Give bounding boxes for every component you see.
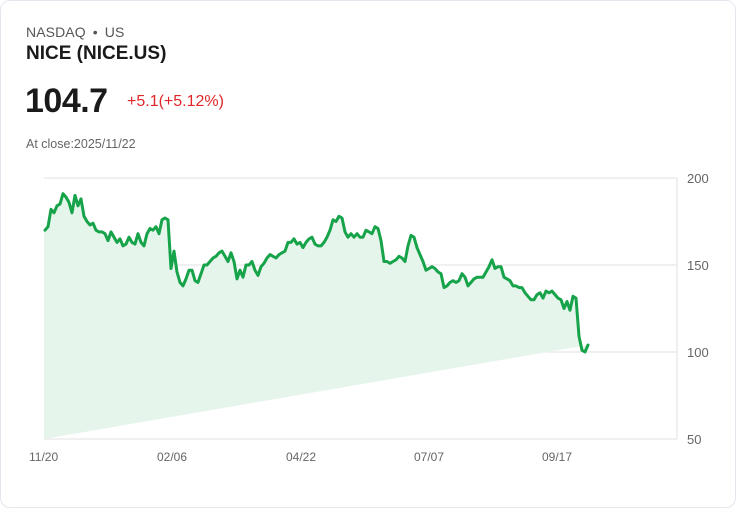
x-tick-label: 02/06	[157, 450, 187, 464]
x-axis-labels: 11/20 02/06 04/22 07/07 09/17	[29, 450, 572, 464]
x-tick-label: 11/20	[29, 450, 58, 464]
chart-price-line	[43, 192, 590, 354]
exchange-name: NASDAQ	[26, 24, 86, 40]
x-tick-label: 07/07	[414, 450, 444, 464]
x-tick-label: 04/22	[286, 450, 316, 464]
current-price: 104.7	[25, 82, 108, 120]
price-change: +5.1(+5.12%)	[127, 93, 224, 110]
y-axis-labels: 200 150 100 50	[687, 171, 709, 447]
y-tick-label: 100	[687, 345, 709, 360]
chart-area-fill	[44, 193, 588, 439]
y-tick-label: 50	[687, 432, 701, 447]
x-tick-label: 09/17	[542, 450, 572, 464]
close-date-label: At close:2025/11/22	[26, 137, 136, 151]
y-tick-label: 200	[687, 171, 709, 186]
exchange-line: NASDAQ • US	[26, 24, 124, 40]
separator-dot: •	[92, 24, 98, 40]
region-label: US	[104, 24, 125, 40]
y-tick-label: 150	[687, 258, 709, 273]
stock-title: NICE (NICE.US)	[26, 43, 167, 64]
